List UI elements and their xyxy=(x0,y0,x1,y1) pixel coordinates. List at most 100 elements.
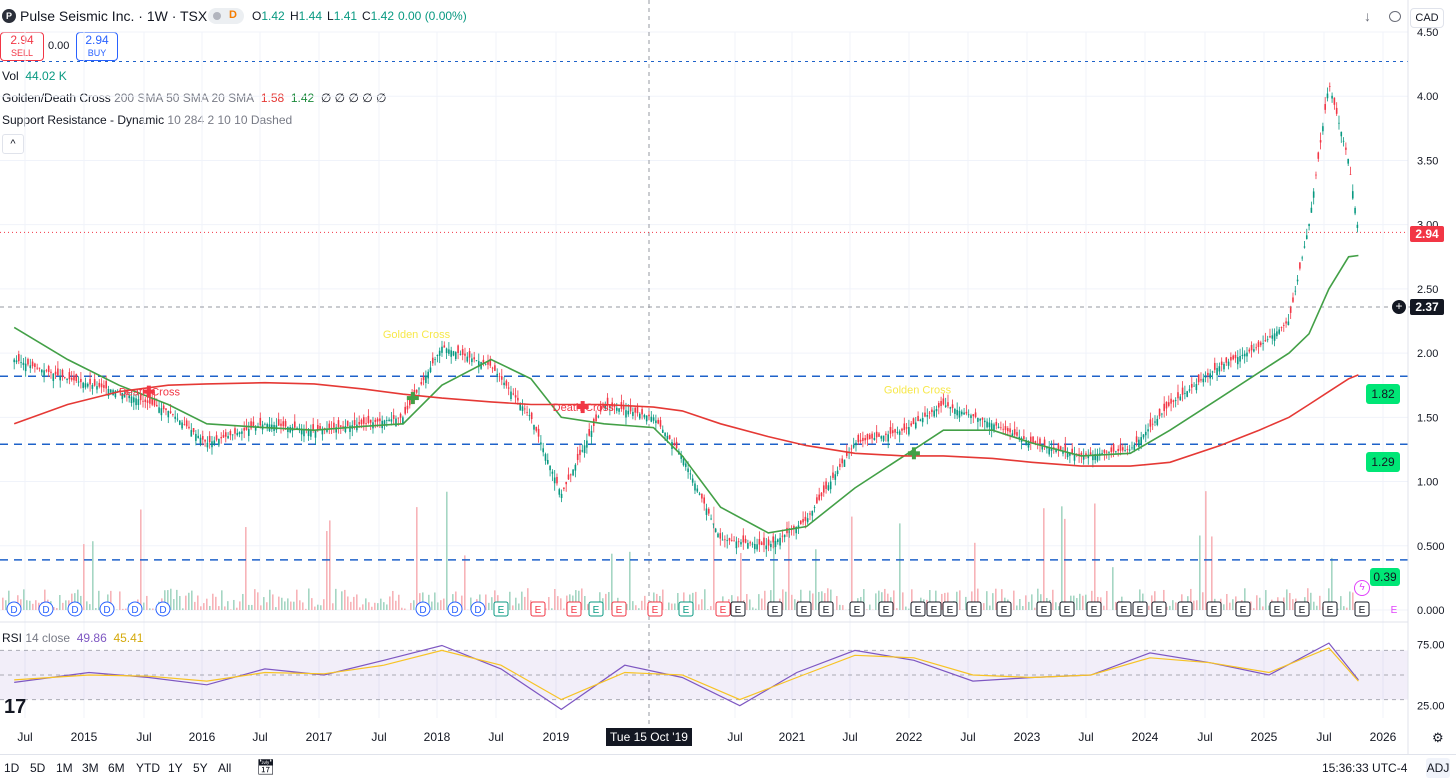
candle-body xyxy=(853,445,855,448)
candle-body xyxy=(1294,291,1296,292)
rsi-y-tick-label: 25.00 xyxy=(1417,701,1445,713)
settings-gear-icon[interactable]: ⚙ xyxy=(1432,730,1444,746)
range-button-1d[interactable]: 1D xyxy=(4,761,19,775)
volume-bar xyxy=(440,600,442,610)
range-button-3m[interactable]: 3M xyxy=(82,761,99,775)
volume-bar xyxy=(257,592,259,610)
candle-body xyxy=(1299,262,1301,268)
earnings-marker-label: E xyxy=(971,605,978,616)
candle-body xyxy=(968,414,970,415)
x-tick-label: 2022 xyxy=(896,730,923,744)
volume-bar xyxy=(254,589,256,610)
volume-bar xyxy=(1058,606,1060,610)
candle-body xyxy=(726,540,728,541)
candle-body xyxy=(1166,402,1168,409)
candle-body xyxy=(1182,388,1184,395)
volume-bar xyxy=(308,588,310,610)
candle-body xyxy=(170,411,172,413)
range-button-1m[interactable]: 1M xyxy=(56,761,73,775)
candle-body xyxy=(1129,450,1131,451)
candle-body xyxy=(1122,447,1124,450)
volume-bar xyxy=(512,605,514,610)
candle-body xyxy=(860,440,862,442)
candle-body xyxy=(1120,444,1122,450)
candle-body xyxy=(549,466,551,470)
volume-bar xyxy=(362,604,364,610)
volume-bar xyxy=(554,589,556,610)
candle-body xyxy=(1216,368,1218,375)
add-alert-icon[interactable]: + xyxy=(1392,300,1406,314)
candle-body xyxy=(844,460,846,467)
candle-body xyxy=(777,539,779,542)
y-tick-label: 3.50 xyxy=(1417,155,1438,167)
candle-body xyxy=(101,384,103,388)
candle-body xyxy=(1271,335,1273,338)
y-tick-label: 4.50 xyxy=(1417,27,1438,39)
candle-body xyxy=(591,431,593,437)
candle-body xyxy=(772,536,774,542)
candle-body xyxy=(984,421,986,422)
range-button-5y[interactable]: 5Y xyxy=(193,761,208,775)
candle-body xyxy=(947,402,949,406)
candle-body xyxy=(494,365,496,371)
candle-body xyxy=(733,541,735,542)
candle-body xyxy=(917,416,919,421)
volume-bar xyxy=(311,598,313,610)
clock-timezone[interactable]: 15:36:33 UTC-4 xyxy=(1322,761,1407,775)
candle-body xyxy=(282,421,284,426)
volume-bar xyxy=(974,543,976,610)
volume-bar xyxy=(1292,599,1294,610)
volume-bar xyxy=(785,592,787,610)
candle-body xyxy=(80,379,82,382)
volume-bar xyxy=(560,598,562,610)
candle-body xyxy=(876,432,878,438)
range-button-1y[interactable]: 1Y xyxy=(168,761,183,775)
candle-body xyxy=(1278,329,1280,333)
candle-body xyxy=(841,459,843,464)
volume-bar xyxy=(404,609,406,610)
volume-bar xyxy=(812,593,814,610)
candle-body xyxy=(1327,94,1329,99)
candle-body xyxy=(232,434,234,435)
range-button-ytd[interactable]: YTD xyxy=(136,761,160,775)
volume-bar xyxy=(218,606,220,610)
candle-body xyxy=(995,422,997,426)
tradingview-logo[interactable]: 17 xyxy=(4,696,26,719)
range-button-all[interactable]: All xyxy=(218,761,231,775)
range-button-6m[interactable]: 6M xyxy=(108,761,125,775)
range-button-5d[interactable]: 5D xyxy=(30,761,45,775)
date-range-calendar-icon[interactable]: 📅︎ xyxy=(256,758,275,776)
volume-bar xyxy=(92,541,94,610)
candle-body xyxy=(690,473,692,474)
candle-body xyxy=(692,478,694,482)
candle-body xyxy=(857,435,859,442)
candle-body xyxy=(377,419,379,422)
volume-bar xyxy=(1346,608,1348,610)
volume-bar xyxy=(491,597,493,610)
volume-bar xyxy=(446,492,448,610)
candle-body xyxy=(496,374,498,376)
candle-body xyxy=(443,345,445,347)
candle-body xyxy=(82,383,84,388)
candle-body xyxy=(391,419,393,421)
candle-body xyxy=(213,441,215,444)
adjust-data-button[interactable]: ADJ xyxy=(1426,758,1450,778)
dividend-marker-label: D xyxy=(131,605,138,616)
candle-body xyxy=(25,364,27,371)
earnings-marker-label: E xyxy=(1041,605,1048,616)
candle-body xyxy=(1345,148,1347,150)
candle-body xyxy=(448,349,450,353)
lightning-alert-icon[interactable]: ϟ xyxy=(1354,580,1370,596)
candle-body xyxy=(657,420,659,424)
volume-bar xyxy=(875,593,877,610)
candle-body xyxy=(241,431,243,433)
volume-bar xyxy=(83,544,85,610)
golden-cross-label: Golden Cross xyxy=(383,329,451,341)
rsi-legend[interactable]: RSI 14 close 49.86 45.41 xyxy=(2,631,143,645)
volume-bar xyxy=(488,603,490,610)
volume-bar xyxy=(146,596,148,610)
candle-body xyxy=(722,540,724,541)
candle-body xyxy=(420,382,422,384)
candle-body xyxy=(1009,428,1011,432)
